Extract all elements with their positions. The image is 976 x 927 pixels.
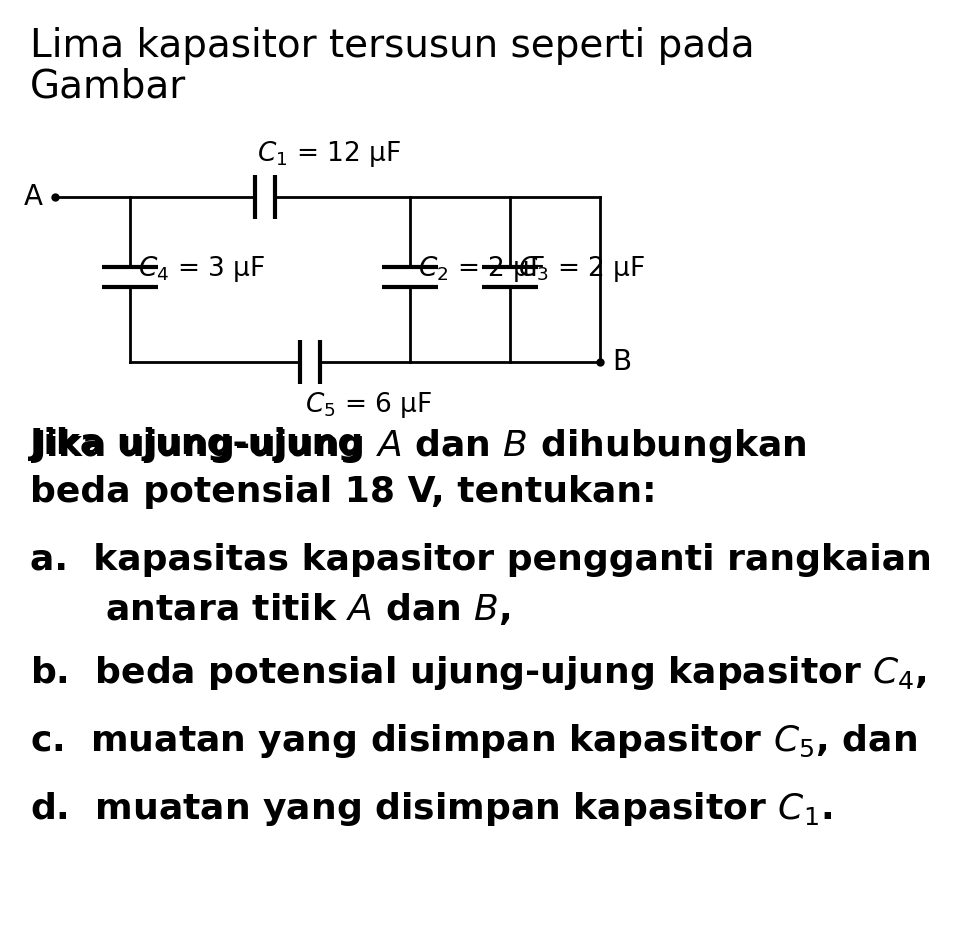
Text: d.  muatan yang disimpan kapasitor $C_1$.: d. muatan yang disimpan kapasitor $C_1$. xyxy=(30,790,833,828)
Text: c.  muatan yang disimpan kapasitor $C_5$, dan: c. muatan yang disimpan kapasitor $C_5$,… xyxy=(30,722,917,760)
Text: $C_3$ = 2 μF: $C_3$ = 2 μF xyxy=(518,254,645,284)
Text: $C_4$ = 3 μF: $C_4$ = 3 μF xyxy=(138,254,265,284)
Text: A: A xyxy=(24,183,43,211)
Text: b.  beda potensial ujung-ujung kapasitor $C_4$,: b. beda potensial ujung-ujung kapasitor … xyxy=(30,654,927,692)
Text: $C_2$ = 2 μF: $C_2$ = 2 μF xyxy=(418,254,546,284)
Text: antara titik $A$ dan $B$,: antara titik $A$ dan $B$, xyxy=(30,591,510,627)
Text: B: B xyxy=(612,348,631,376)
Text: Jika ujung-ujung: Jika ujung-ujung xyxy=(30,427,376,461)
Text: beda potensial 18 V, tentukan:: beda potensial 18 V, tentukan: xyxy=(30,475,657,509)
Text: $C_5$ = 6 μF: $C_5$ = 6 μF xyxy=(305,390,432,420)
Text: Lima kapasitor tersusun seperti pada: Lima kapasitor tersusun seperti pada xyxy=(30,27,754,65)
Text: Jika ujung-ujung $A$ dan $B$ dihubungkan: Jika ujung-ujung $A$ dan $B$ dihubungkan xyxy=(30,427,806,465)
Text: a.  kapasitas kapasitor pengganti rangkaian: a. kapasitas kapasitor pengganti rangkai… xyxy=(30,543,932,577)
Text: $C_1$ = 12 μF: $C_1$ = 12 μF xyxy=(257,139,401,169)
Text: Gambar: Gambar xyxy=(30,67,186,105)
